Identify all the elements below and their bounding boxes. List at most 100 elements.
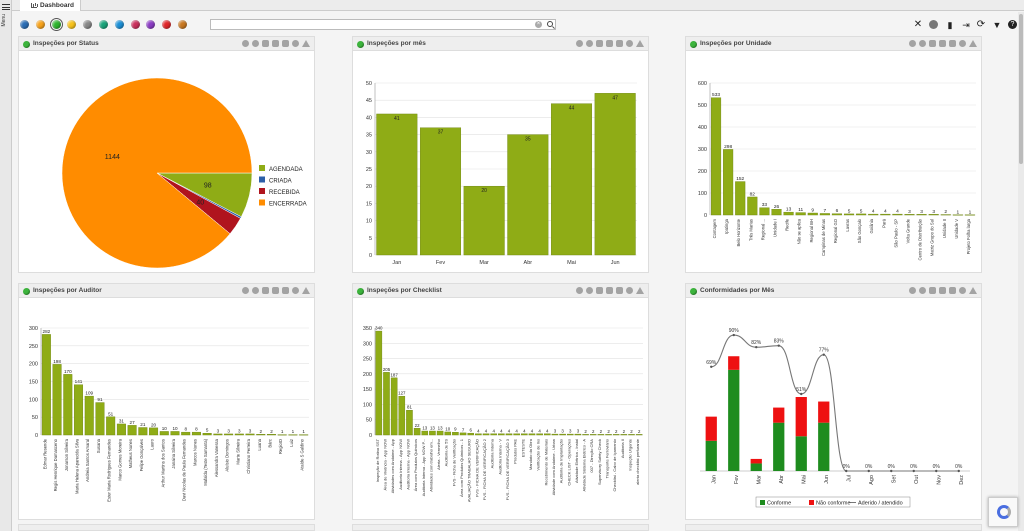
status-filter-dot[interactable] — [130, 20, 140, 29]
y-tick-label: 200 — [363, 372, 372, 378]
search-icon[interactable] — [576, 40, 583, 47]
x-tick-label: Atividade Sistema Elétrico - A — [582, 439, 587, 492]
download-icon[interactable] — [606, 40, 613, 47]
settings-icon[interactable] — [292, 287, 299, 294]
status-filter-dot[interactable] — [83, 20, 93, 29]
panel-title: Inspeções por Auditor — [33, 287, 102, 294]
refresh-icon[interactable] — [252, 40, 259, 47]
x-tick-label: Unidade II — [942, 219, 947, 238]
help-icon[interactable]: ? — [1008, 20, 1017, 29]
line-data-label: 0% — [933, 464, 941, 470]
search-input[interactable] — [211, 20, 531, 29]
settings-icon[interactable] — [959, 287, 966, 294]
warning-icon[interactable] — [969, 287, 977, 294]
bar-data-label: 170 — [64, 369, 72, 374]
side-menu[interactable]: Menu — [0, 0, 12, 531]
bar — [406, 410, 413, 436]
export-icon[interactable]: ⇥ — [962, 20, 970, 30]
scrollbar-thumb[interactable] — [1019, 14, 1023, 164]
warning-icon[interactable] — [636, 287, 644, 294]
bar — [498, 433, 505, 436]
warning-icon[interactable] — [969, 40, 977, 47]
download-icon[interactable] — [272, 287, 279, 294]
download-icon[interactable] — [272, 40, 279, 47]
y-tick-label: 25 — [366, 167, 372, 173]
location-icon[interactable] — [262, 287, 269, 294]
bar-data-label: 51 — [108, 411, 114, 416]
mail-icon[interactable] — [282, 40, 289, 47]
refresh-icon[interactable] — [919, 287, 926, 294]
warning-icon[interactable] — [302, 40, 310, 47]
location-icon[interactable] — [929, 40, 936, 47]
refresh-icon[interactable]: ⟳ — [976, 19, 986, 30]
refresh-icon[interactable] — [586, 287, 593, 294]
status-filter-dot[interactable] — [67, 20, 77, 29]
close-icon[interactable]: ✕ — [913, 19, 923, 30]
refresh-icon[interactable] — [919, 40, 926, 47]
bar-data-label: 2 — [944, 209, 947, 215]
location-icon[interactable] — [262, 40, 269, 47]
tab-dashboard[interactable]: Dashboard — [20, 0, 81, 11]
search-icon[interactable] — [547, 21, 553, 27]
location-icon[interactable] — [596, 40, 603, 47]
status-filter-dot[interactable] — [49, 18, 63, 31]
bar-data-label: 8 — [195, 427, 198, 432]
filter-icon[interactable]: ▼ — [992, 20, 1002, 30]
refresh-icon[interactable] — [586, 40, 593, 47]
chart-panel: Inspeções por Status 98 40 1144 AGENDADA CRIA… — [18, 36, 315, 273]
mail-icon[interactable] — [616, 287, 623, 294]
download-icon[interactable] — [939, 287, 946, 294]
warning-icon[interactable] — [302, 287, 310, 294]
bar — [116, 423, 126, 436]
y-tick-label: 50 — [366, 81, 372, 87]
search-icon[interactable] — [909, 40, 916, 47]
search-icon[interactable] — [242, 40, 249, 47]
settings-icon[interactable] — [959, 40, 966, 47]
location-icon[interactable] — [929, 287, 936, 294]
bar-data-label: 4 — [477, 428, 480, 433]
status-filter-dot[interactable] — [35, 20, 45, 29]
x-tick-label: Atividades com Andaime - App — [390, 438, 395, 493]
search-icon[interactable] — [242, 287, 249, 294]
x-tick-label: Fev — [436, 260, 445, 266]
location-icon[interactable] — [596, 287, 603, 294]
x-tick-label: Arthur Martins dos Santos — [160, 439, 165, 487]
chart-icon[interactable]: ▮ — [947, 20, 953, 30]
bar — [589, 434, 597, 436]
bar-data-label: 4 — [872, 209, 875, 215]
search-icon[interactable] — [909, 287, 916, 294]
status-filter-dot[interactable] — [146, 20, 156, 29]
bar — [463, 185, 505, 256]
status-filter-dot[interactable] — [20, 20, 29, 29]
status-filter-dot[interactable] — [162, 20, 172, 29]
mail-icon[interactable] — [282, 287, 289, 294]
search-box[interactable]: × — [210, 19, 556, 30]
bar — [95, 402, 105, 436]
download-icon[interactable] — [939, 40, 946, 47]
search-icon[interactable] — [576, 287, 583, 294]
hamburger-icon[interactable] — [2, 4, 10, 10]
x-tick-label: Ipatinga — [724, 218, 729, 234]
warning-icon[interactable] — [636, 40, 644, 47]
y-tick-label: 100 — [363, 402, 372, 408]
mail-icon[interactable] — [616, 40, 623, 47]
settings-icon[interactable] — [626, 287, 633, 294]
settings-icon[interactable] — [626, 40, 633, 47]
refresh-icon[interactable] — [252, 287, 259, 294]
x-tick-label: Davi Nicolas de Paula Fernandes — [182, 439, 187, 501]
settings-icon[interactable] — [292, 40, 299, 47]
status-filter-dot[interactable] — [99, 20, 108, 29]
globe-icon[interactable] — [929, 20, 938, 29]
clear-search-icon[interactable]: × — [535, 21, 542, 28]
status-filter-dot[interactable] — [178, 20, 187, 29]
bar-data-label: 1 — [302, 429, 305, 434]
mail-icon[interactable] — [949, 287, 956, 294]
bar — [952, 214, 963, 216]
x-tick-label: Campinas de Minas — [821, 219, 826, 256]
x-tick-label: Jun — [824, 475, 830, 484]
vertical-scrollbar[interactable] — [1018, 12, 1024, 531]
download-icon[interactable] — [606, 287, 613, 294]
status-filter-dot[interactable] — [114, 20, 124, 29]
mail-icon[interactable] — [949, 40, 956, 47]
bar-data-label: 9 — [454, 427, 457, 432]
